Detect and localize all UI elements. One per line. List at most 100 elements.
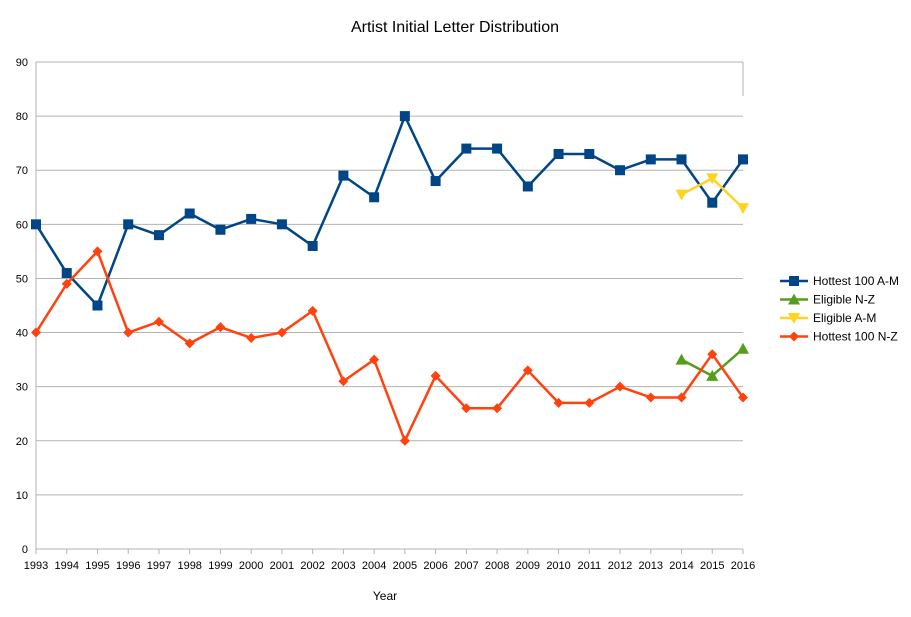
legend-label: Hottest 100 A-M	[813, 274, 899, 288]
x-tick-label: 1996	[116, 560, 140, 572]
data-point	[153, 316, 164, 327]
series-layer	[31, 111, 749, 446]
x-axis-title: Year	[373, 589, 397, 603]
x-tick-label: 1997	[147, 560, 171, 572]
data-point	[246, 332, 257, 343]
data-point	[369, 354, 380, 365]
data-point	[615, 165, 626, 176]
legend-label: Eligible N-Z	[813, 293, 875, 307]
legend-swatch-marker	[789, 331, 799, 342]
data-point	[675, 189, 688, 201]
axes: 0 10 20 30 40 50 60 70 80 90 1993 1994 1995 1996 1997 1…	[16, 57, 755, 572]
data-point	[430, 370, 441, 381]
legend-item: Hottest 100 A-M	[780, 274, 899, 288]
series-3	[31, 246, 748, 446]
series-1	[675, 342, 749, 381]
data-point	[492, 143, 503, 154]
data-point	[615, 381, 626, 392]
data-point	[215, 322, 226, 333]
chart-title: Artist Initial Letter Distribution	[351, 19, 559, 36]
data-point	[706, 173, 719, 185]
data-point	[31, 327, 41, 338]
data-point	[430, 176, 441, 187]
y-tick-label: 30	[16, 382, 28, 394]
data-point	[399, 435, 410, 446]
gridlines	[36, 61, 743, 550]
y-tick-label: 60	[16, 219, 28, 231]
x-tick-label: 2004	[362, 560, 386, 572]
x-tick-label: 1994	[54, 560, 78, 572]
data-point	[246, 213, 257, 224]
data-point	[307, 240, 318, 251]
legend-swatch-marker	[788, 293, 800, 305]
data-point	[338, 170, 349, 181]
data-point	[676, 154, 687, 165]
x-tick-label: 2008	[485, 560, 509, 572]
x-tick-label: 2016	[731, 560, 755, 572]
x-tick-label: 2013	[639, 560, 663, 572]
x-tick-label: 2012	[608, 560, 632, 572]
x-tick-label: 2007	[454, 560, 478, 572]
x-tick-label: 2001	[270, 560, 294, 572]
data-point	[307, 305, 318, 316]
y-tick-label: 90	[16, 57, 28, 69]
legend-item: Eligible N-Z	[780, 293, 875, 307]
data-point	[184, 208, 195, 219]
y-tick-label: 40	[16, 328, 28, 340]
x-tick-label: 1999	[208, 560, 232, 572]
data-point	[553, 397, 564, 408]
x-tick-label: 2010	[546, 560, 570, 572]
data-point	[461, 143, 472, 154]
y-tick-label: 70	[16, 165, 28, 177]
data-point	[645, 392, 656, 403]
data-point	[707, 349, 718, 360]
legend: Hottest 100 A-M Eligible N-Z Eligible A-M H…	[780, 274, 899, 344]
data-point	[584, 397, 595, 408]
data-point	[153, 230, 164, 241]
y-tick-label: 80	[16, 111, 28, 123]
legend-item: Hottest 100 N-Z	[780, 330, 898, 344]
data-point	[707, 197, 718, 208]
data-point	[738, 154, 748, 165]
data-point	[61, 278, 72, 289]
x-tick-label: 2009	[516, 560, 540, 572]
legend-label: Hottest 100 N-Z	[813, 330, 898, 344]
data-point	[184, 338, 195, 349]
data-point	[215, 224, 226, 235]
legend-item: Eligible A-M	[780, 311, 876, 325]
legend-swatch-marker	[788, 313, 800, 324]
legend-label: Eligible A-M	[813, 311, 876, 325]
series-0	[31, 111, 748, 311]
data-point	[675, 353, 688, 365]
legend-swatch-marker	[789, 276, 799, 286]
data-point	[706, 369, 719, 381]
data-point	[92, 246, 103, 257]
data-point	[276, 219, 287, 230]
data-point	[737, 342, 749, 354]
y-tick-label: 0	[22, 544, 28, 556]
x-tick-label: 2015	[700, 560, 724, 572]
data-point	[553, 148, 564, 159]
x-tick-label: 1995	[85, 560, 109, 572]
y-tick-label: 20	[16, 436, 28, 448]
data-point	[584, 148, 595, 159]
data-point	[92, 300, 103, 311]
data-point	[645, 154, 656, 165]
x-tick-label: 2006	[423, 560, 447, 572]
x-tick-label: 2005	[393, 560, 417, 572]
data-point	[276, 327, 287, 338]
data-point	[123, 327, 134, 338]
data-point	[522, 181, 533, 192]
series-line	[34, 114, 745, 307]
data-point	[338, 376, 349, 387]
y-tick-label: 10	[16, 490, 28, 502]
data-point	[369, 192, 380, 203]
data-point	[399, 111, 410, 122]
x-tick-label: 2011	[577, 560, 601, 572]
data-point	[31, 219, 41, 230]
x-tick-label: 1993	[24, 560, 48, 572]
series-2	[675, 173, 749, 215]
data-point	[461, 403, 472, 414]
